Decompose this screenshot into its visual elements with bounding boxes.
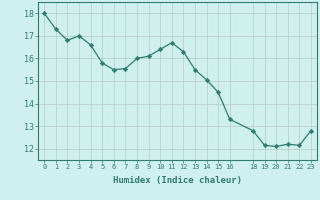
X-axis label: Humidex (Indice chaleur): Humidex (Indice chaleur) [113, 176, 242, 185]
